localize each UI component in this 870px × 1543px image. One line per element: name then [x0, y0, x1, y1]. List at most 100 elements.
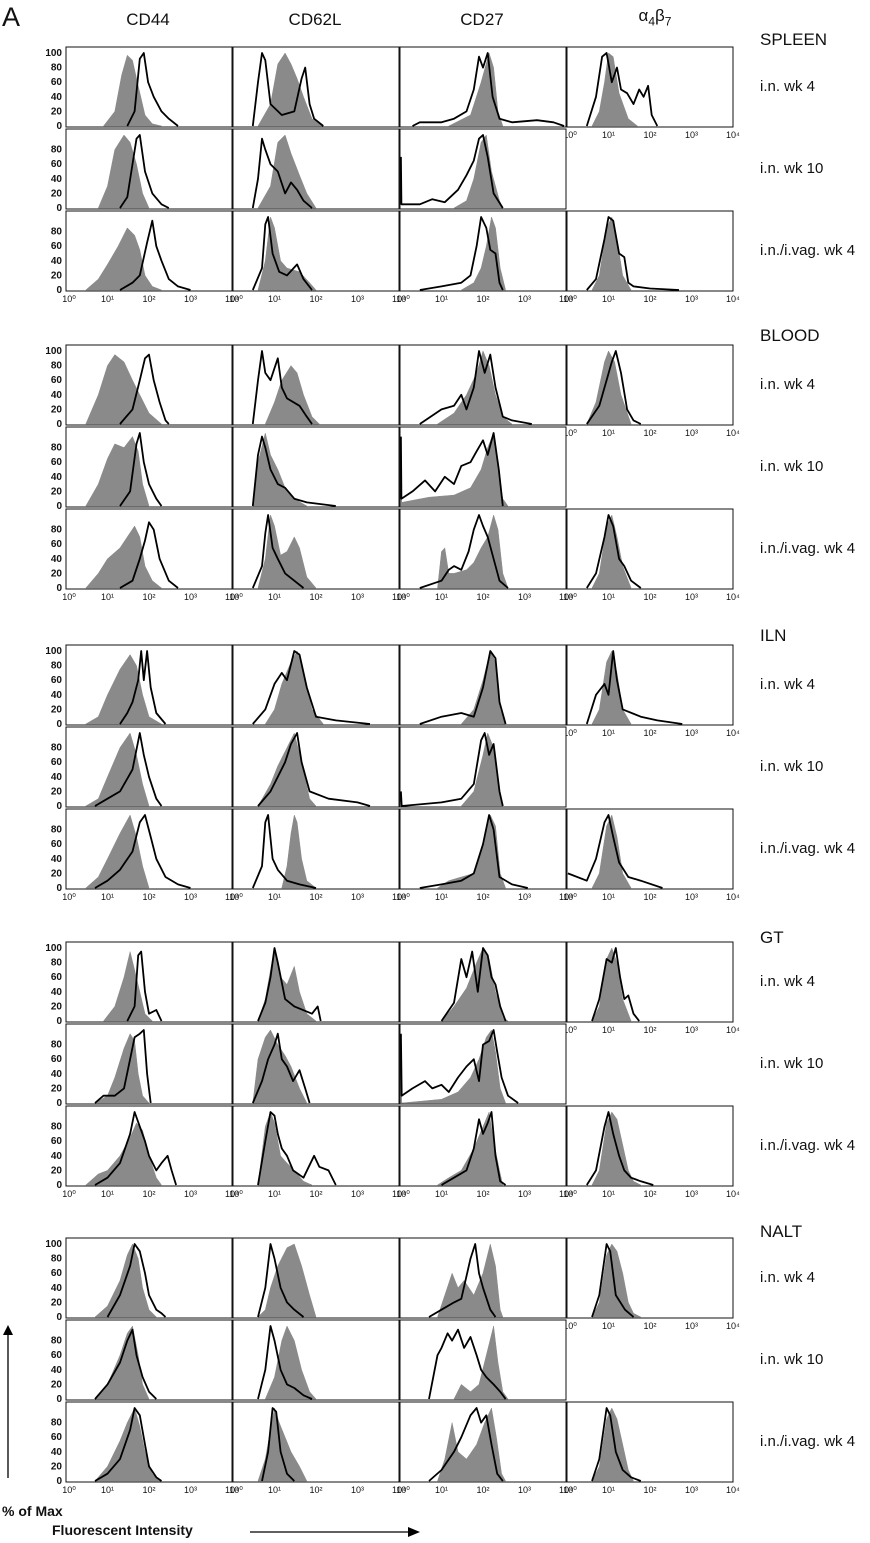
x-tick-label: 10⁰ [563, 1025, 577, 1035]
x-tick-label: 10¹ [268, 1485, 281, 1495]
panel-frame [232, 808, 400, 890]
y-tick-label: 60 [51, 1350, 63, 1361]
control-histogram [102, 54, 162, 127]
x-tick-label: 10⁰ [563, 1321, 577, 1331]
panel-frame [232, 1105, 400, 1187]
x-tick-label: 10⁴ [392, 592, 406, 602]
histogram-panel-spleen-i-n-wk-4-cd62l [232, 46, 400, 128]
y-tick-label: 20 [51, 704, 63, 715]
control-histogram [591, 514, 632, 589]
row-label-iln-i-n-i-vag-wk-4: i.n./i.vag. wk 4 [760, 840, 856, 857]
control-histogram [264, 650, 324, 725]
histogram-panel-nalt-i-n-i-vag-wk-4-cd27: 10⁰ 10¹ 10² 10³ 10⁴ [396, 1401, 573, 1495]
x-tick-label: 10⁰ [396, 892, 410, 902]
sample-histogram [257, 947, 322, 1022]
x-tick-label: 10⁴ [726, 592, 740, 602]
y-tick-label: 40 [51, 1447, 63, 1458]
x-tick-label: 10³ [685, 428, 698, 438]
sample-histogram [400, 432, 504, 507]
panel-frame [566, 210, 734, 292]
y-tick-label: 20 [51, 106, 63, 117]
x-tick-label: 10³ [351, 1485, 364, 1495]
x-tick-label: 10³ [184, 294, 197, 304]
x-tick-label: 10² [309, 592, 322, 602]
x-tick-label: 10⁰ [563, 892, 577, 902]
x-tick-label: 10¹ [101, 1485, 114, 1495]
x-tick-label: 10⁰ [563, 130, 577, 140]
sample-histogram [412, 52, 565, 127]
row-label-spleen-i-n-wk-4: i.n. wk 4 [760, 78, 816, 95]
sample-histogram [94, 1029, 152, 1104]
control-histogram [85, 525, 163, 589]
x-tick-label: 10¹ [101, 892, 114, 902]
sample-histogram [94, 1328, 157, 1400]
x-tick-label: 10² [309, 892, 322, 902]
y-tick-label: 80 [51, 443, 63, 454]
row-label-iln-i-n-wk-10: i.n. wk 10 [760, 758, 824, 775]
y-tick-label: 60 [51, 1136, 63, 1147]
x-tick-label: 10⁰ [62, 294, 76, 304]
panel-frame [65, 726, 233, 808]
x-tick-label: 10³ [685, 728, 698, 738]
row-label-spleen-i-n-i-vag-wk-4: i.n./i.vag. wk 4 [760, 242, 856, 259]
histogram-panel-nalt-i-n-i-vag-wk-4-a4b7: 10⁰ 10¹ 10² 10³ 10⁴ [563, 1401, 740, 1495]
x-tick-label: 10² [476, 294, 489, 304]
histogram-panel-blood-i-n-i-vag-wk-4-cd62l: 10⁰ 10¹ 10² 10³ 10⁴ [229, 508, 406, 602]
y-tick-label: 40 [51, 554, 63, 565]
histogram-panel-gt-i-n-wk-4-cd62l [232, 941, 400, 1023]
y-tick-label: 80 [51, 1418, 63, 1429]
sample-histogram [257, 1325, 313, 1400]
sample-histogram [94, 814, 191, 889]
x-tick-label: 10² [142, 1485, 155, 1495]
y-tick-label: 100 [45, 646, 62, 657]
y-tick-label: 40 [51, 472, 63, 483]
control-histogram [460, 216, 506, 291]
y-tick-label: 20 [51, 568, 63, 579]
y-tick-label: 100 [45, 346, 62, 357]
sample-histogram [428, 1328, 507, 1400]
sample-histogram [586, 350, 642, 425]
x-tick-label: 10⁴ [726, 1321, 740, 1331]
column-title-a4b7: α4β7 [638, 6, 672, 29]
x-tick-label: 10² [142, 592, 155, 602]
control-histogram [257, 216, 317, 291]
histogram-panel-gt-i-n-wk-4-a4b7: 10⁰ 10¹ 10² 10³ 10⁴ [563, 941, 740, 1035]
x-tick-label: 10¹ [435, 1189, 448, 1199]
x-tick-label: 10⁰ [563, 592, 577, 602]
control-histogram [281, 814, 317, 889]
panel-frame [65, 210, 233, 292]
y-tick-label: 40 [51, 1069, 63, 1080]
x-tick-label: 10³ [685, 1189, 698, 1199]
histogram-panel-spleen-i-n-i-vag-wk-4-cd44: 10⁰ 10¹ 10² 10³ 10⁴ [62, 210, 239, 304]
control-histogram [257, 1407, 308, 1482]
y-tick-label: 0 [56, 1098, 62, 1109]
row-label-blood-i-n-wk-4: i.n. wk 4 [760, 376, 816, 393]
y-tick-label: 60 [51, 457, 63, 468]
sample-histogram [257, 1111, 337, 1186]
histogram-panel-iln-i-n-wk-4-cd62l [232, 644, 400, 726]
x-tick-label: 10¹ [268, 592, 281, 602]
x-tick-label: 10⁴ [726, 892, 740, 902]
x-tick-label: 10² [643, 728, 656, 738]
histogram-panel-gt-i-n-wk-10-cd62l [232, 1023, 400, 1105]
sample-histogram [585, 52, 659, 127]
panel-frame [566, 1105, 734, 1187]
x-tick-label: 10⁴ [559, 1485, 573, 1495]
control-histogram [257, 514, 317, 589]
x-tick-label: 10⁴ [726, 428, 740, 438]
sample-histogram [94, 1111, 177, 1186]
y-tick-label: 0 [56, 419, 62, 430]
x-tick-label: 10¹ [602, 1321, 615, 1331]
histogram-panel-iln-i-n-i-vag-wk-4-a4b7: 10⁰ 10¹ 10² 10³ 10⁴ [563, 808, 740, 902]
panel-frame [232, 508, 400, 590]
y-tick-label: 0 [56, 1180, 62, 1191]
y-tick-label: 60 [51, 1268, 63, 1279]
y-axis-arrowhead [3, 1325, 13, 1335]
x-tick-label: 10⁴ [225, 1189, 239, 1199]
x-tick-label: 10¹ [602, 1189, 615, 1199]
x-tick-label: 10¹ [602, 294, 615, 304]
sample-histogram [252, 650, 371, 725]
panel-frame [232, 210, 400, 292]
x-tick-label: 10² [643, 1485, 656, 1495]
